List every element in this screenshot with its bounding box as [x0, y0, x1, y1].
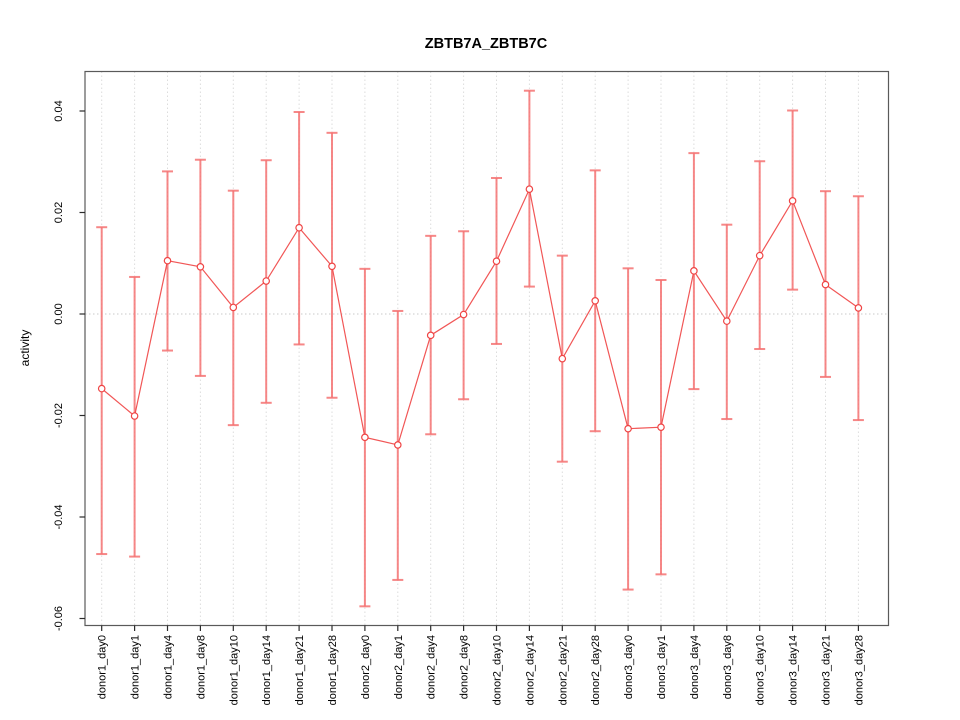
- x-tick-label: donor2_day28: [590, 635, 602, 705]
- data-point: [788, 197, 797, 205]
- data-point: [821, 280, 830, 289]
- data-point: [426, 331, 435, 340]
- x-tick-label: donor2_day0: [360, 635, 372, 699]
- data-point: [295, 223, 303, 232]
- data-point: [262, 277, 271, 285]
- data-point: [525, 185, 534, 193]
- y-tick-label: -0.04: [53, 504, 65, 529]
- x-tick-label: donor1_day8: [195, 635, 207, 699]
- y-tick-label: -0.02: [53, 403, 65, 428]
- y-tick-label: 0.02: [53, 202, 65, 223]
- x-tick-label: donor1_day10: [228, 635, 240, 705]
- data-point: [722, 317, 731, 325]
- plot-border: [84, 70, 890, 627]
- x-tick-label: donor1_day0: [97, 635, 109, 699]
- data-point: [393, 441, 402, 449]
- data-point: [361, 433, 369, 442]
- x-tick-label: donor2_day4: [426, 635, 438, 699]
- data-point: [196, 263, 205, 271]
- x-tick-label: donor1_day21: [294, 635, 306, 705]
- data-point: [558, 354, 567, 363]
- data-point: [690, 267, 698, 275]
- x-tick-label: donor3_day8: [722, 635, 734, 699]
- data-point: [459, 310, 468, 319]
- data-point: [130, 412, 139, 420]
- x-tick-label: donor3_day28: [853, 635, 865, 705]
- x-tick-label: donor1_day14: [261, 635, 273, 705]
- data-point: [492, 257, 501, 266]
- y-tick-label: 0.00: [53, 303, 65, 324]
- data-point: [755, 251, 764, 260]
- y-tick-label: 0.04: [53, 100, 65, 121]
- data-point: [328, 262, 336, 271]
- x-tick-label: donor1_day4: [163, 635, 175, 699]
- x-tick-label: donor3_day10: [755, 635, 767, 705]
- data-point: [624, 424, 632, 433]
- series-line: [101, 187, 859, 446]
- x-tick-label: donor1_day1: [130, 635, 142, 699]
- x-tick-label: donor3_day4: [689, 635, 701, 699]
- x-tick-label: donor2_day1: [393, 635, 405, 699]
- x-tick-label: donor1_day28: [327, 635, 339, 705]
- x-tick-label: donor3_day14: [788, 635, 800, 705]
- x-tick-label: donor3_day21: [821, 635, 833, 705]
- y-axis-label: activity: [18, 330, 32, 367]
- data-point: [657, 423, 665, 431]
- x-tick-label: donor3_day1: [656, 635, 668, 699]
- data-point: [591, 297, 600, 305]
- data-point: [854, 304, 863, 312]
- chart-title: ZBTB7A_ZBTB7C: [425, 36, 548, 52]
- x-tick-label: donor2_day8: [459, 635, 471, 699]
- data-point: [229, 303, 238, 312]
- x-tick-label: donor2_day14: [524, 635, 536, 705]
- x-tick-label: donor2_day21: [557, 635, 569, 705]
- data-point: [97, 384, 106, 393]
- x-tick-label: donor2_day10: [492, 635, 504, 705]
- plot-layer: 0.04 0.02 0.00 -0.02 -0.04 -0.06 donor1_day0 do…: [53, 70, 890, 705]
- x-tick-label: donor3_day0: [623, 635, 635, 699]
- data-point: [163, 256, 172, 265]
- y-tick-label: -0.06: [53, 606, 65, 631]
